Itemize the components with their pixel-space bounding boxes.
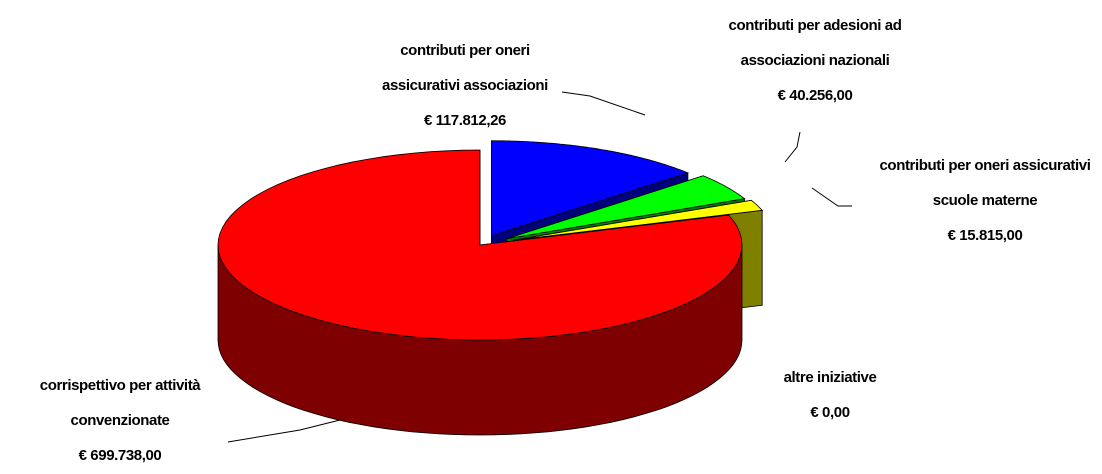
leader-line <box>784 131 801 163</box>
slice-label: contributi per adesioni ad associazioni n… <box>729 17 902 69</box>
leader-line <box>811 187 852 207</box>
pie <box>217 140 764 436</box>
value-label: € 15.815,00 <box>948 227 1023 244</box>
slice <box>513 199 764 241</box>
slice <box>506 175 746 240</box>
slice-label: contributi per oneri assicurativi scuole … <box>879 157 1090 209</box>
value-label: € 117.812,26 <box>424 112 506 129</box>
labels: contributi per oneri assicurativi associa… <box>40 17 1091 464</box>
slice-label: altre iniziative <box>784 369 877 386</box>
slice-label: corrispettivo per attività convenzionate <box>40 377 202 429</box>
value-label: € 40.256,00 <box>778 87 853 104</box>
slice-label: contributi per oneri assicurativi associa… <box>382 42 548 94</box>
leader-line <box>227 419 341 443</box>
slice <box>217 149 743 341</box>
value-label: € 699.738,00 <box>79 447 162 464</box>
slice <box>491 140 690 237</box>
value-label: € 0,00 <box>810 404 849 421</box>
leader-line <box>561 91 646 116</box>
